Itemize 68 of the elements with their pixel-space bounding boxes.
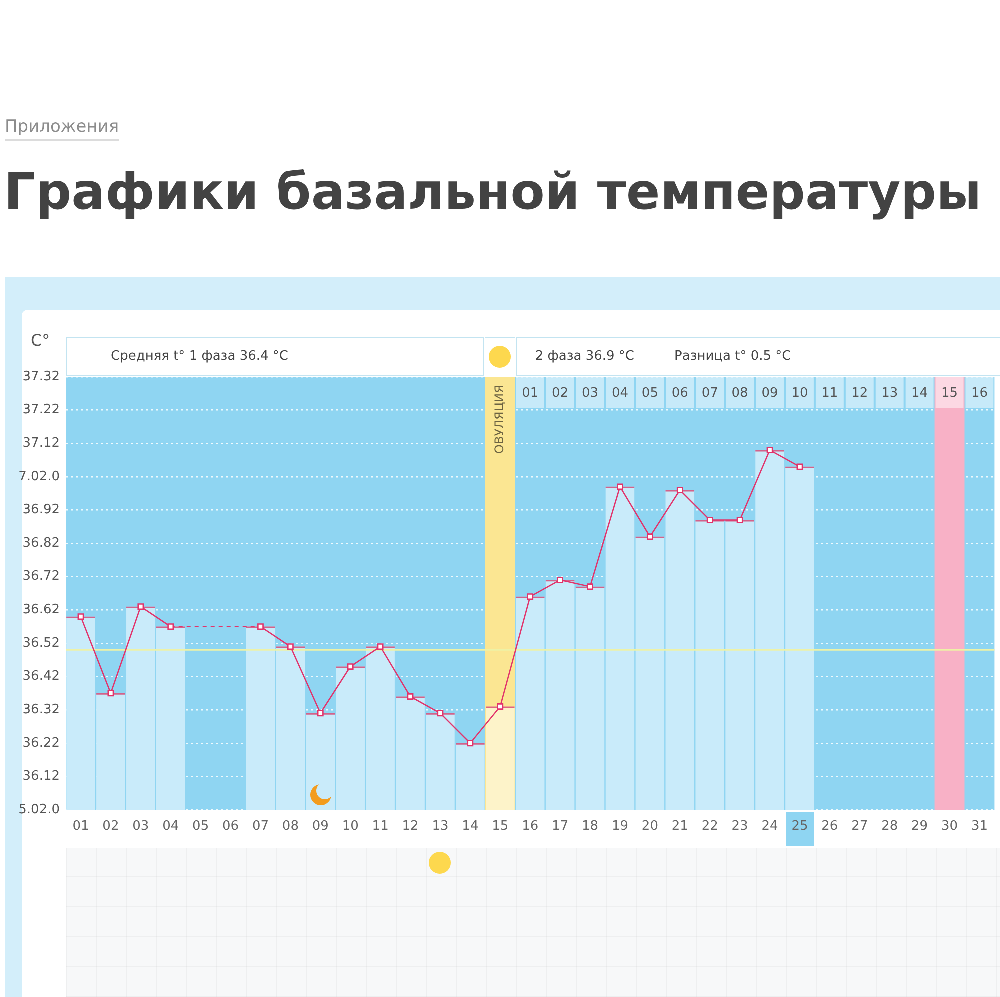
- y-tick-label: 37.32: [22, 369, 60, 384]
- y-tick-label: 5.02.0: [18, 802, 60, 818]
- x2-tick-label: 02: [552, 386, 569, 401]
- x2-tick-label: 13: [882, 386, 898, 401]
- x-tick-label: 12: [402, 819, 419, 834]
- x-tick-label: 28: [882, 819, 898, 834]
- x-tick-label: 27: [852, 819, 868, 834]
- x-tick-label: 19: [612, 819, 628, 834]
- band-label: ОВУЛЯЦИЯ: [492, 385, 507, 454]
- x-tick-label: 05: [192, 819, 210, 834]
- x-tick-label: 04: [162, 819, 180, 834]
- x-tick-label: 17: [552, 819, 569, 834]
- y-tick-label: 36.12: [22, 769, 60, 784]
- x2-tick-label: 06: [672, 386, 688, 401]
- x2-tick-label: 11: [822, 386, 838, 401]
- x-tick-label: 03: [132, 819, 150, 834]
- y-tick-label: 36.72: [22, 569, 60, 584]
- text: Приложения: [5, 116, 120, 141]
- y-tick-label: 36.82: [22, 536, 60, 551]
- x2-tick-label: 10: [792, 386, 808, 401]
- text: Разница t° 0.5 °C: [674, 349, 792, 364]
- x-tick-label: 09: [312, 819, 329, 834]
- x-tick-label: 13: [432, 819, 449, 834]
- y-tick-label: 36.92: [22, 502, 60, 518]
- x-tick-label: 29: [912, 819, 928, 834]
- x2-tick-label: 16: [971, 386, 988, 401]
- x-tick-label: 10: [342, 819, 359, 834]
- x-tick-label: 06: [222, 819, 240, 834]
- y-axis-title: C°: [31, 331, 50, 350]
- x2-tick-label: 08: [732, 386, 748, 401]
- x2-tick-label: 15: [941, 386, 958, 401]
- y-tick-label: 37.22: [22, 402, 60, 418]
- y-tick-label: 36.32: [22, 702, 60, 718]
- y-tick-label: 37.12: [22, 436, 60, 451]
- x-tick-label: 07: [252, 819, 269, 834]
- x-tick-label: 14: [462, 819, 479, 834]
- x-tick-label: 22: [702, 819, 718, 834]
- x2-tick-label: 14: [912, 386, 928, 401]
- y-tick-label: 36.62: [22, 602, 60, 618]
- x-tick-label: 16: [522, 819, 539, 834]
- x-tick-label: 11: [372, 819, 389, 834]
- x2-tick-label: 05: [642, 386, 658, 401]
- x-tick-label: 01: [72, 819, 90, 834]
- chart-title: Графики базальной температуры: [4, 162, 982, 223]
- x-tick-label: 26: [822, 819, 838, 834]
- x-tick-label: 23: [732, 819, 748, 834]
- x-tick-label: 31: [971, 819, 988, 834]
- x-tick-label: 15: [492, 819, 509, 834]
- y-tick-label: 36.52: [22, 636, 60, 651]
- x-tick-label: 25: [792, 819, 808, 834]
- x-tick-label: 30: [941, 819, 958, 834]
- y-tick-label: 36.22: [22, 736, 60, 751]
- y-tick-label: 36.42: [22, 669, 60, 684]
- x-tick-label: 24: [762, 819, 778, 834]
- y-tick-label: 7.02.0: [18, 469, 60, 484]
- x-tick-label: 20: [642, 819, 658, 834]
- x2-tick-label: 01: [522, 386, 539, 401]
- text: Средняя t° 1 фаза 36.4 °C: [111, 349, 288, 364]
- x2-tick-label: 09: [762, 386, 778, 401]
- text: 2 фаза 36.9 °C: [535, 349, 635, 364]
- x-tick-label: 02: [102, 819, 120, 834]
- x2-tick-label: 04: [612, 386, 628, 401]
- x-tick-label: 18: [582, 819, 599, 834]
- x-tick-label: 08: [282, 819, 299, 834]
- x2-tick-label: 12: [852, 386, 868, 401]
- x-tick-label: 21: [672, 819, 688, 834]
- x2-tick-label: 07: [702, 386, 718, 401]
- x2-tick-label: 03: [582, 386, 599, 401]
